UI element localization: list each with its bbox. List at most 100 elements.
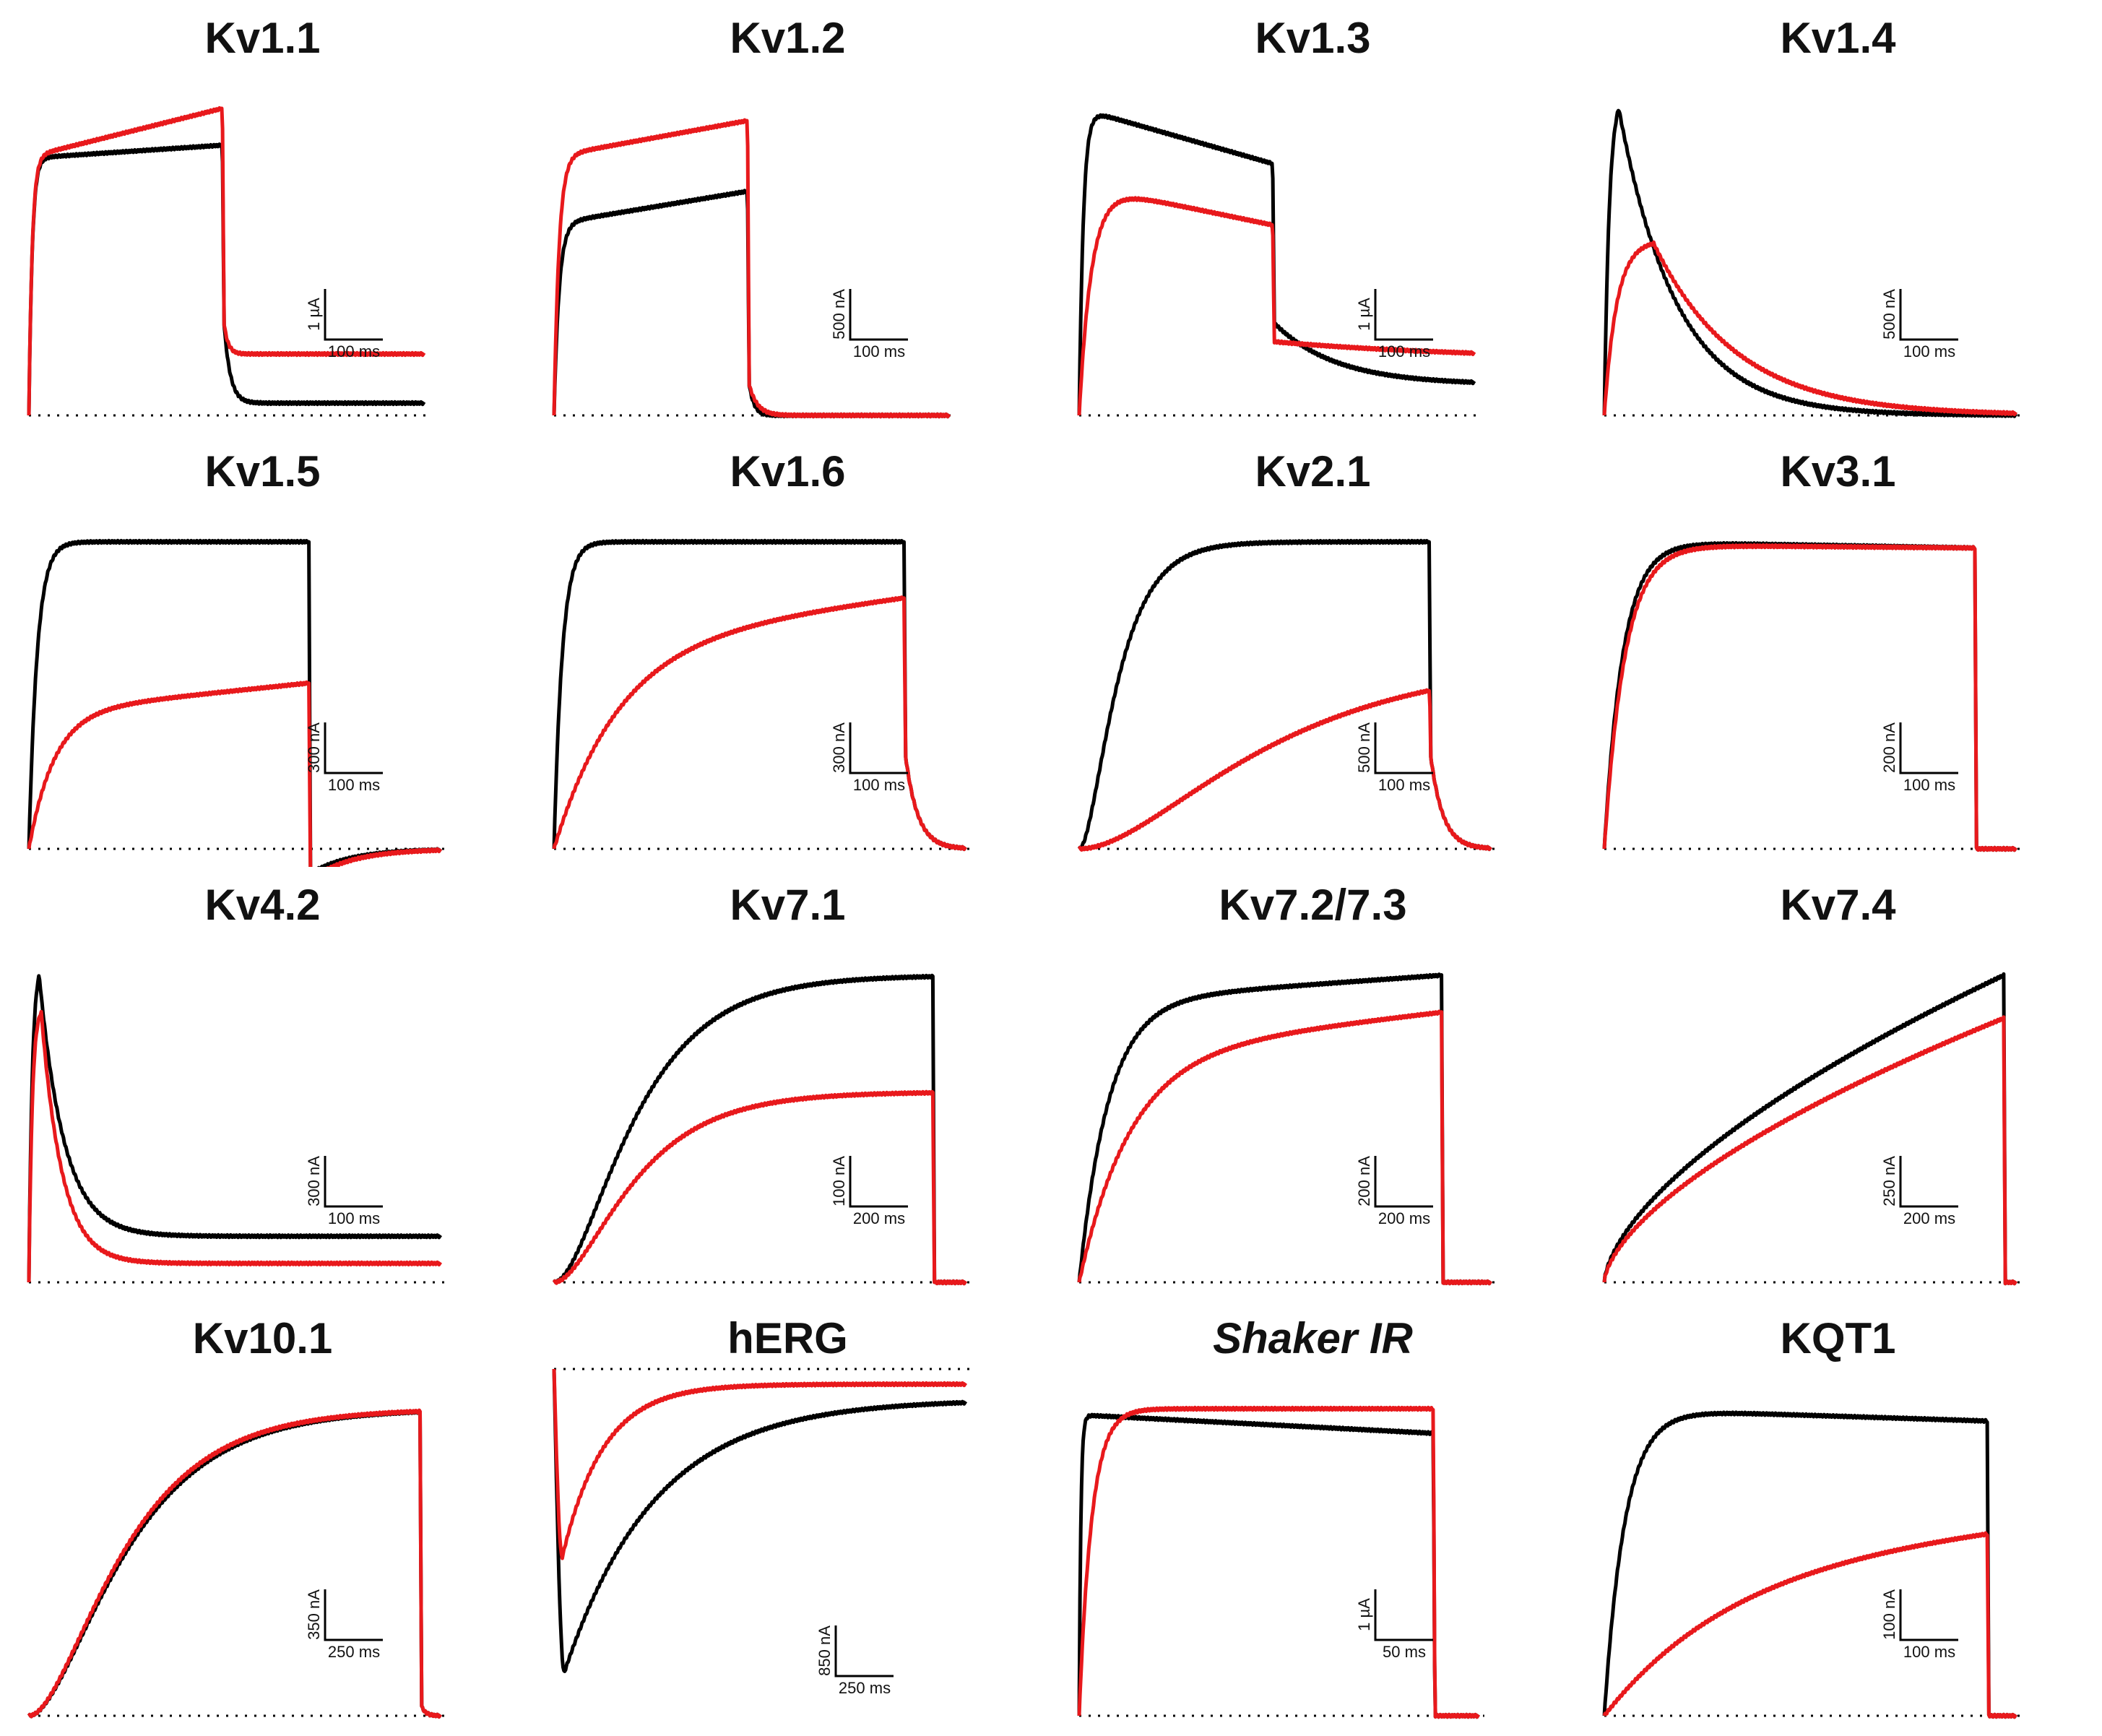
trace-treated bbox=[27, 1009, 443, 1283]
trace-plot: 300 nA 100 ms bbox=[552, 538, 972, 852]
panel-title: Kv10.1 bbox=[192, 1314, 333, 1363]
scale-bar bbox=[849, 289, 908, 341]
trace-plot: 100 nA 100 ms bbox=[1602, 1410, 2022, 1719]
scale-bar-y-label: 500 nA bbox=[830, 289, 848, 340]
scale-bar-x-label: 250 ms bbox=[839, 1679, 891, 1697]
trace-treated bbox=[1077, 688, 1492, 852]
panel-title: Kv1.4 bbox=[1780, 14, 1896, 62]
panel-kv3-1: Kv3.1 200 nA 100 ms bbox=[1575, 433, 2101, 867]
scale-bar-y-label: 500 nA bbox=[1880, 289, 1898, 340]
scale-bar bbox=[324, 722, 383, 774]
scale-bar-y-label: 250 nA bbox=[1880, 1156, 1898, 1206]
scale-bar bbox=[849, 1156, 908, 1208]
trace-plot: 500 nA 100 ms bbox=[1602, 108, 2022, 418]
panel-title: Shaker IR bbox=[1213, 1314, 1413, 1363]
trace-plot: 350 nA 250 ms bbox=[27, 1408, 446, 1719]
scale-bar-y-label: 350 nA bbox=[305, 1589, 323, 1640]
scale-bar-x-label: 100 ms bbox=[328, 776, 380, 794]
scale-bar bbox=[1899, 1156, 1958, 1208]
panel-title: Kv7.2/7.3 bbox=[1219, 881, 1407, 929]
trace-control bbox=[1077, 113, 1476, 416]
scale-bar-x-label: 100 ms bbox=[328, 342, 380, 360]
trace-treated bbox=[1077, 196, 1476, 416]
panel-title: Kv2.1 bbox=[1255, 447, 1371, 496]
scale-bar-x-label: 100 ms bbox=[853, 776, 905, 794]
scale-bar-x-label: 100 ms bbox=[853, 342, 905, 360]
trace-control bbox=[1602, 1410, 2018, 1719]
trace-control bbox=[552, 538, 967, 852]
scale-bar-x-label: 250 ms bbox=[328, 1643, 380, 1661]
panel-herg: hERG 850 nA 250 ms bbox=[525, 1300, 1050, 1734]
trace-treated bbox=[552, 1368, 968, 1560]
trace-control bbox=[1077, 538, 1492, 852]
scale-bar-y-label: 1 µA bbox=[1355, 298, 1373, 331]
panel-title: Kv1.3 bbox=[1255, 14, 1371, 62]
scale-bar-y-label: 200 nA bbox=[1880, 722, 1898, 773]
panel-kv1-2: Kv1.2 500 nA 100 ms bbox=[525, 0, 1050, 433]
scale-bar bbox=[1374, 1589, 1433, 1641]
scale-bar-x-label: 100 ms bbox=[1903, 1643, 1955, 1661]
panel-kv1-1: Kv1.1 1 µA 100 ms bbox=[0, 0, 525, 433]
trace-control bbox=[1077, 972, 1493, 1286]
trace-plot: 200 nA 100 ms bbox=[1602, 540, 2022, 852]
panel-title: Kv7.4 bbox=[1780, 881, 1896, 929]
trace-control bbox=[1602, 108, 2018, 418]
trace-plot: 1 µA 100 ms bbox=[1077, 113, 1481, 417]
panel-kv7-4: Kv7.4 250 nA 200 ms bbox=[1575, 867, 2101, 1300]
trace-plot: 500 nA 100 ms bbox=[1077, 538, 1497, 852]
panel-title: Kv1.1 bbox=[204, 14, 321, 62]
trace-plot: 850 nA 250 ms bbox=[552, 1368, 972, 1697]
scale-bar bbox=[324, 1156, 383, 1208]
trace-plot: 1 µA 50 ms bbox=[1077, 1405, 1484, 1719]
trace-treated bbox=[1602, 543, 2018, 852]
trace-control bbox=[1602, 540, 2018, 852]
panel-title: Kv1.6 bbox=[730, 447, 846, 496]
trace-control bbox=[27, 142, 426, 416]
trace-control bbox=[552, 1368, 968, 1673]
trace-plot: 250 nA 200 ms bbox=[1602, 972, 2022, 1286]
panel-kv1-6: Kv1.6 300 nA 100 ms bbox=[525, 433, 1050, 867]
scale-bar bbox=[1899, 1589, 1958, 1641]
panel-title: Kv1.5 bbox=[204, 447, 321, 496]
scale-bar-y-label: 500 nA bbox=[1355, 722, 1373, 773]
panel-title: Kv4.2 bbox=[204, 881, 321, 929]
panel-kqt1: KQT1 100 nA 100 ms bbox=[1575, 1300, 2101, 1734]
scale-bar-y-label: 100 nA bbox=[830, 1156, 848, 1206]
trace-treated bbox=[1602, 1531, 2018, 1719]
trace-treated bbox=[552, 1089, 968, 1286]
scale-bar bbox=[834, 1625, 894, 1677]
panel-kv1-4: Kv1.4 500 nA 100 ms bbox=[1575, 0, 2101, 433]
scale-bar-y-label: 1 µA bbox=[305, 298, 323, 331]
panel-title: Kv3.1 bbox=[1780, 447, 1896, 496]
panel-kv4-2: Kv4.2 300 nA 100 ms bbox=[0, 867, 525, 1300]
trace-treated bbox=[552, 118, 951, 419]
scale-bar-y-label: 300 nA bbox=[305, 722, 323, 773]
panel-title: KQT1 bbox=[1780, 1314, 1896, 1363]
scale-bar-x-label: 100 ms bbox=[1378, 776, 1430, 794]
panel-kv7-2-7-3: Kv7.2/7.3 200 nA 200 ms bbox=[1050, 867, 1575, 1300]
trace-plot: 1 µA 100 ms bbox=[27, 105, 431, 417]
scale-bar-y-label: 100 nA bbox=[1880, 1589, 1898, 1640]
trace-treated bbox=[1602, 240, 2018, 417]
trace-control bbox=[1077, 1412, 1480, 1719]
trace-treated bbox=[552, 595, 967, 852]
scale-bar-x-label: 200 ms bbox=[1378, 1209, 1430, 1227]
panel-kv2-1: Kv2.1 500 nA 100 ms bbox=[1050, 433, 1575, 867]
scale-bar-y-label: 300 nA bbox=[830, 722, 848, 773]
trace-treated bbox=[27, 1408, 443, 1719]
trace-treated bbox=[1077, 1009, 1493, 1286]
scale-bar bbox=[1899, 722, 1958, 774]
scale-bar bbox=[1374, 289, 1433, 341]
scale-bar bbox=[324, 1589, 383, 1641]
scale-bar-y-label: 1 µA bbox=[1355, 1598, 1373, 1631]
panel-kv1-5: Kv1.5 300 nA 100 ms bbox=[0, 433, 525, 867]
scale-bar-x-label: 100 ms bbox=[1903, 776, 1955, 794]
scale-bar bbox=[1374, 722, 1433, 774]
scale-bar bbox=[849, 722, 908, 774]
trace-plot: 100 nA 200 ms bbox=[552, 973, 972, 1286]
scale-bar-y-label: 850 nA bbox=[816, 1625, 834, 1676]
panel-kv1-3: Kv1.3 1 µA 100 ms bbox=[1050, 0, 1575, 433]
panel-title: Kv1.2 bbox=[730, 14, 846, 62]
scale-bar bbox=[1374, 1156, 1433, 1208]
